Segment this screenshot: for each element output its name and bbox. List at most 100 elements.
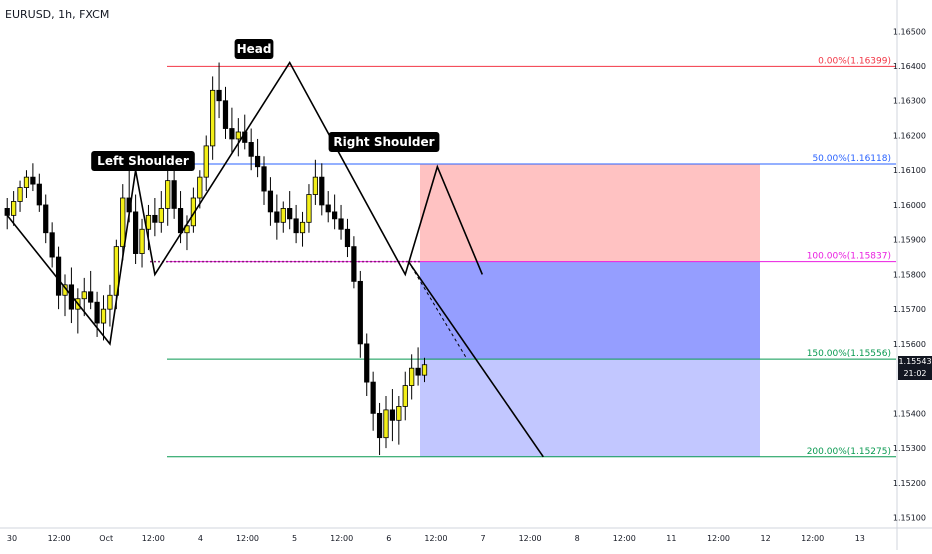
annotation-label: Head [237, 42, 272, 56]
candle-body [261, 166, 267, 192]
candle-body [338, 218, 344, 230]
candle-body [94, 301, 100, 324]
fib-level-label: 100.00%(1.15837) [807, 252, 891, 262]
candle-body [274, 211, 280, 223]
candle-body [229, 128, 235, 140]
candle-body [402, 385, 408, 407]
candle-body [88, 291, 94, 303]
time-tick-label: 7 [480, 534, 485, 543]
candle-body [23, 176, 30, 188]
candle-body [409, 367, 415, 386]
time-tick-label: 12:00 [801, 534, 824, 543]
candle-body [210, 89, 216, 147]
candle-body [107, 294, 113, 310]
candle-body [145, 214, 152, 230]
candle-body [55, 256, 62, 296]
price-tick-label: 1.16400 [893, 62, 926, 71]
bar-countdown: 21:02 [903, 369, 927, 378]
time-tick-label: 12:00 [424, 534, 447, 543]
candle-body [415, 367, 421, 376]
price-tick-label: 1.15900 [893, 236, 926, 245]
time-tick-label: 12:00 [707, 534, 730, 543]
candle-body [222, 100, 229, 129]
annotation-box [234, 39, 274, 59]
time-tick-label: 12:00 [236, 534, 259, 543]
stop-loss-zone [420, 163, 760, 262]
candle-body [319, 176, 325, 206]
price-tick-label: 1.16100 [893, 166, 926, 175]
candle-body [152, 214, 158, 223]
candle-body [4, 208, 10, 216]
candle-body [248, 142, 254, 157]
candle-body [351, 246, 357, 282]
target-zone-1 [420, 261, 760, 360]
candle-body [120, 197, 126, 248]
annotation-label: Left Shoulder [97, 154, 189, 168]
time-tick-label: 5 [292, 534, 297, 543]
time-tick-label: 12:00 [330, 534, 353, 543]
price-tick-label: 1.15300 [893, 444, 926, 453]
target-zone-2 [420, 359, 760, 457]
pattern-zigzag [6, 60, 484, 346]
time-tick-label: 12:00 [519, 534, 542, 543]
time-tick-label: 6 [386, 534, 391, 543]
candle-body [287, 208, 293, 220]
candle-body [30, 176, 36, 185]
time-tick-label: 12:00 [48, 534, 71, 543]
price-tick-label: 1.15100 [893, 514, 926, 523]
symbol-title: EURUSD, 1h, FXCM [5, 8, 110, 21]
price-tick-label: 1.15800 [893, 270, 926, 279]
price-tick-label: 1.16000 [893, 201, 926, 210]
time-tick-label: 11 [666, 534, 676, 543]
price-tick-label: 1.15200 [893, 479, 926, 488]
candle-body [254, 155, 261, 168]
fib-level-label: 0.00%(1.16399) [818, 56, 891, 66]
candle-body [332, 211, 338, 220]
price-tick-label: 1.15400 [893, 409, 926, 418]
price-tick-label: 1.15700 [893, 305, 926, 314]
last-price-badge: 1.15543 21:02 [898, 356, 932, 380]
time-tick-label: 12:00 [613, 534, 636, 543]
candle-body [396, 406, 402, 421]
candle-body [100, 308, 107, 324]
candle-body [139, 228, 145, 254]
candle-body [267, 190, 274, 213]
candle-body [216, 89, 222, 102]
annotation-label: Right Shoulder [333, 135, 434, 149]
price-tick-label: 1.15600 [893, 340, 926, 349]
time-tick-label: Oct [99, 534, 113, 543]
candle-body [43, 204, 49, 234]
candle-body [184, 225, 190, 234]
candle-body [36, 183, 42, 206]
candle-body [312, 176, 318, 195]
fib-level-label: 50.00%(1.16118) [812, 154, 891, 164]
candle-body [49, 232, 55, 258]
candle-body [203, 145, 209, 178]
candle-body [132, 211, 139, 254]
candle-body [17, 187, 23, 202]
fib-level-label: 150.00%(1.15556) [807, 349, 891, 359]
candle-body [177, 208, 184, 234]
annotation-box [328, 132, 440, 152]
candle-body [370, 381, 376, 414]
price-tick-label: 1.16200 [893, 131, 926, 140]
candle-body [235, 131, 241, 140]
time-tick-label: 4 [198, 534, 203, 543]
candle-body [81, 291, 87, 300]
candle-body [68, 284, 75, 310]
candle-body [306, 194, 312, 223]
candle-body [357, 280, 363, 345]
candle-body [376, 412, 383, 439]
time-tick-label: 30 [7, 534, 17, 543]
price-tick-label: 1.16300 [893, 97, 926, 106]
candle-body [364, 343, 370, 383]
candle-body [344, 228, 351, 248]
candle-body [325, 204, 331, 213]
time-tick-label: 12 [761, 534, 771, 543]
price-tick-label: 1.16500 [893, 27, 926, 36]
candle-body [11, 201, 17, 216]
time-tick-label: 13 [855, 534, 865, 543]
candle-body [383, 409, 389, 439]
